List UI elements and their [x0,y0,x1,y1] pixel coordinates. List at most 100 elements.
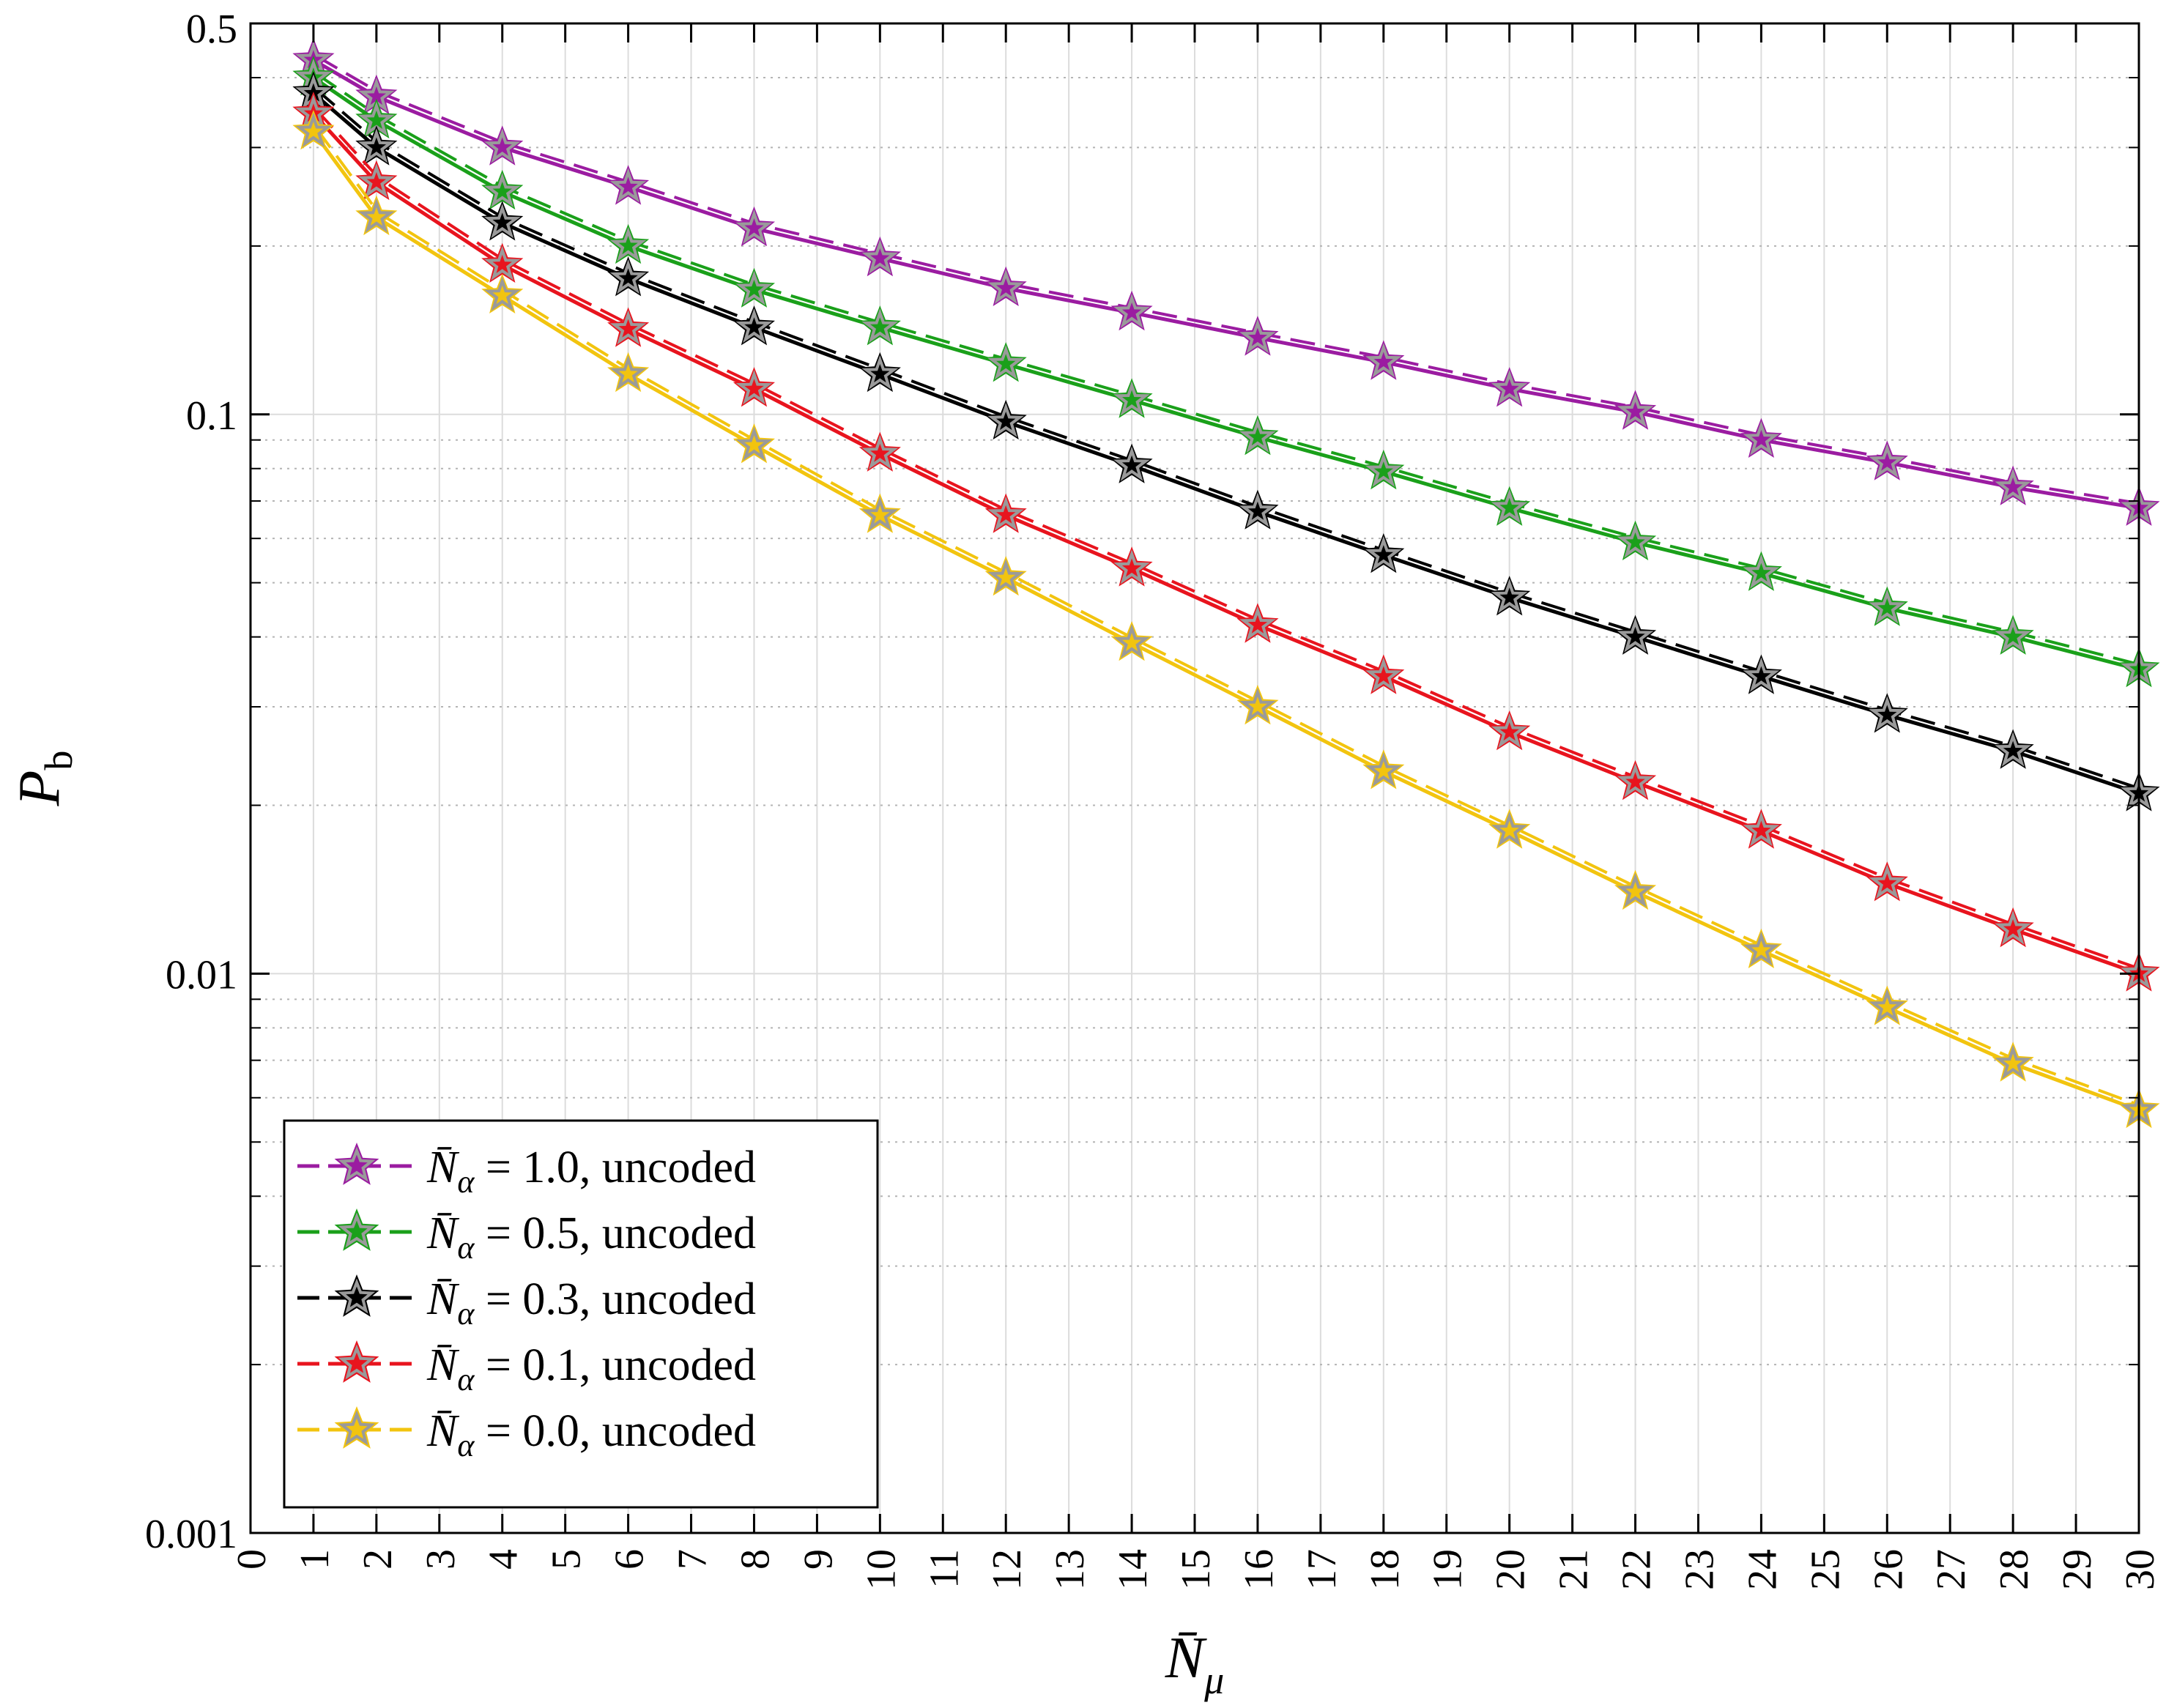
series-marker-inner [1617,872,1654,907]
series-marker [481,201,524,241]
series-marker-inner [987,496,1025,531]
legend-label: N̄α = 0.3, uncoded [426,1274,756,1332]
series-marker-inner [861,496,899,531]
y-tick-label: 0.1 [186,393,237,439]
series-marker [1992,907,2034,948]
legend-label: N̄α = 0.5, uncoded [426,1208,756,1266]
series-marker [1992,729,2034,769]
series-dashed-line [314,87,2142,791]
series-marker [1488,809,1531,849]
series-marker-inner [1617,617,1654,653]
series-marker [355,125,398,166]
series-marker-inner [1365,452,1402,488]
series-marker [858,352,901,393]
series-marker [1362,654,1405,694]
series-marker [292,110,335,150]
series-marker-inner [1869,864,1906,899]
x-tick-label: 26 [1866,1549,1911,1590]
series-marker [1110,378,1153,418]
series-marker-inner [735,369,773,405]
x-tick-label: 28 [1992,1549,2037,1590]
series-marker-inner [735,270,773,305]
x-tick-label: 4 [481,1549,527,1570]
legend-marker-inner [338,1344,376,1380]
x-tick-label: 1 [292,1549,338,1570]
series-marker-inner [987,559,1025,594]
series-marker [481,125,524,166]
series-marker-inner [987,269,1024,304]
legend-marker-inner [338,1278,376,1314]
x-tick-label: 22 [1614,1549,1660,1590]
series-marker-inner [1113,381,1150,416]
series-marker-inner [735,308,773,344]
series-dashed-line [314,54,2142,505]
legend-marker [334,1143,379,1185]
series-marker-inner [1995,732,2031,767]
series-marker-inner [1869,443,1906,478]
series-marker [1110,443,1153,483]
series-marker [607,223,650,264]
series-marker-inner [1617,762,1654,798]
series-marker-inner [1995,468,2031,503]
series-1 [292,56,2160,688]
legend-marker [334,1406,379,1449]
series-marker [1866,985,1908,1025]
x-tick-labels: 0 1 2 3 4 5 6 7 8 9 10 11 12 13 14 15 16 17 18 19 20 21 22 23 24… [229,1549,2163,1590]
x-tick-label: 3 [418,1549,464,1570]
series-marker-inner [1239,492,1276,527]
series-marker [481,273,524,313]
series-marker [984,342,1027,382]
series-marker [355,74,398,115]
series-marker [1362,533,1405,573]
series-marker [1110,546,1153,587]
legend-label: N̄α = 1.0, uncoded [426,1143,756,1200]
series-marker [1488,576,1531,616]
y-tick-labels: 0.001 0.01 0.1 0.5 [145,7,237,1557]
x-tick-label: 19 [1425,1549,1471,1590]
x-tick-label: 29 [2055,1549,2100,1590]
series-marker [1866,693,1908,733]
series-marker [355,160,398,201]
series-marker [732,206,775,247]
series-marker [1614,614,1657,655]
legend-box [283,1119,879,1509]
series-marker [292,71,335,111]
series-dashed-line [314,72,2142,667]
series-marker-inner [483,276,521,311]
series-marker [607,307,650,347]
legend-marker-inner [338,1410,376,1446]
legend-label: N̄α = 0.1, uncoded [426,1340,756,1397]
series-marker [1110,290,1153,331]
x-tick-label: 8 [732,1549,778,1570]
series-marker [1740,928,1782,968]
series-marker [732,423,775,464]
series-marker-inner [735,209,773,245]
series-line [311,130,2140,1113]
series-marker-inner [483,128,521,163]
series-marker-inner [1491,489,1528,524]
series-layer [292,38,2160,1129]
series-marker-inner [861,354,899,390]
series-marker-inner [1995,617,2032,653]
series-marker [1362,449,1405,490]
series-marker-inner [1365,752,1402,787]
series-marker [1740,417,1782,458]
x-tick-label: 6 [607,1549,653,1570]
series-marker-inner [1491,369,1528,405]
legend-item-4: N̄α = 0.0, uncoded [297,1406,756,1463]
series-marker-inner [357,163,395,198]
series-marker-inner [1491,578,1528,614]
x-tick-label: 24 [1740,1549,1785,1590]
series-marker [607,352,650,393]
series-marker-inner [483,204,521,239]
series-marker [984,493,1027,533]
x-tick-label: 21 [1551,1549,1597,1590]
series-marker [1362,749,1405,790]
series-dashed-line [314,108,2142,971]
series-marker [607,165,650,205]
series-marker [858,236,901,277]
series-marker-inner [861,308,899,344]
legend-item-3: N̄α = 0.1, uncoded [297,1340,756,1397]
series-marker [1740,809,1782,849]
series-2 [292,71,2160,812]
